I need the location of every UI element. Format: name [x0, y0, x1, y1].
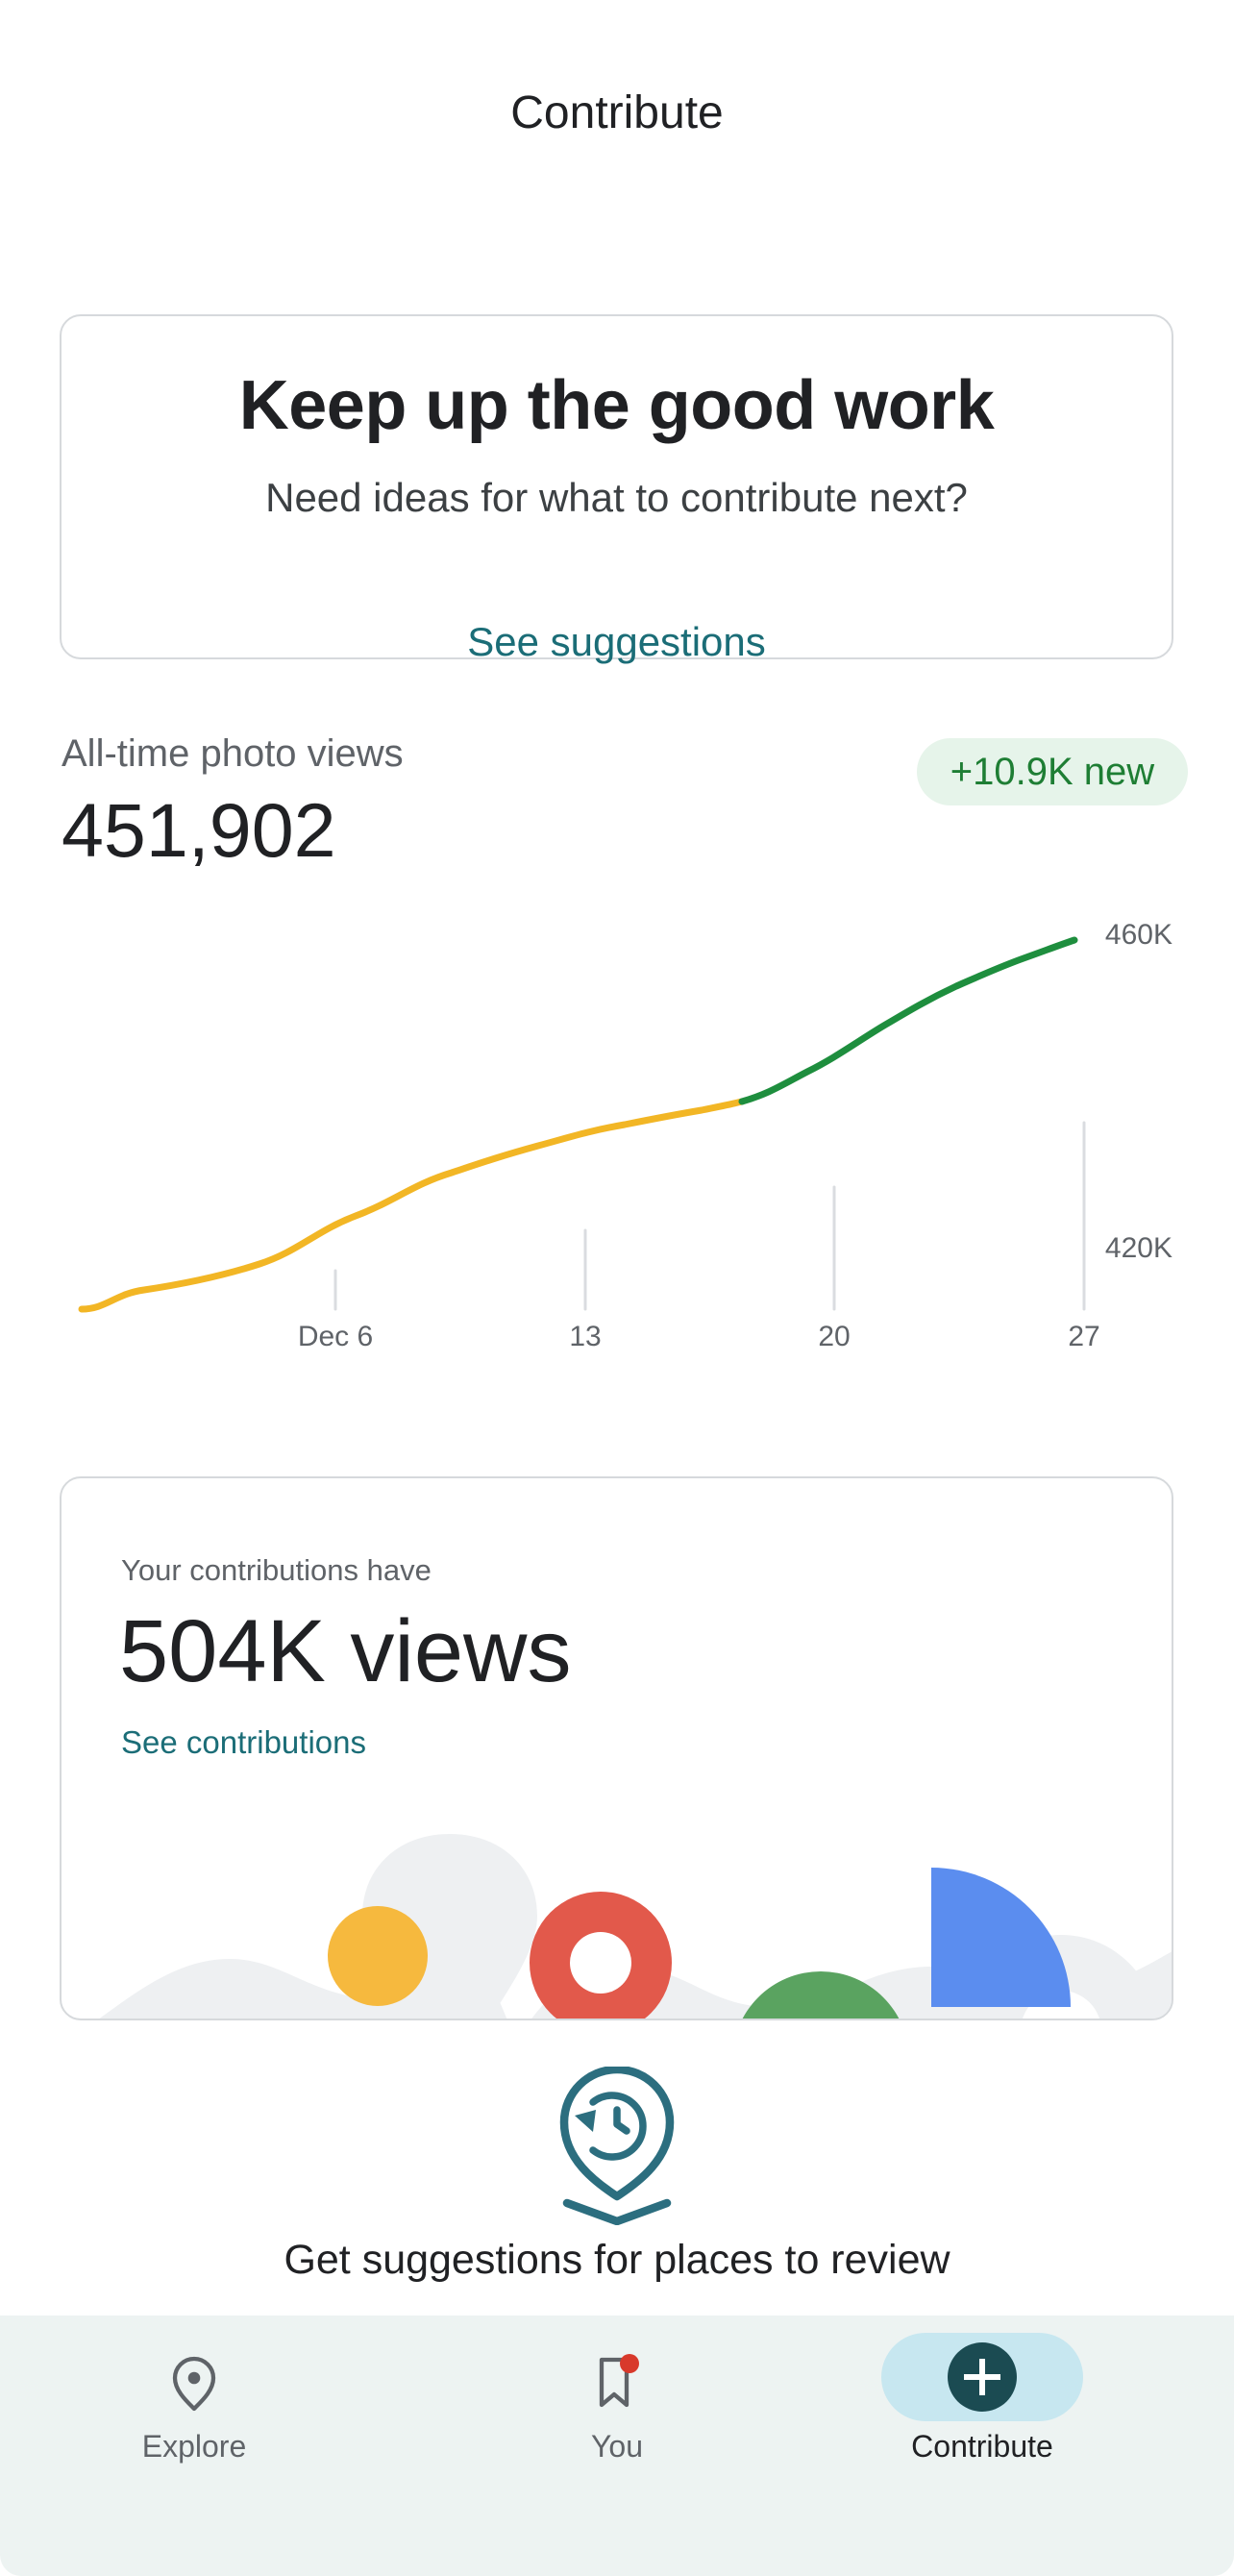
- svg-text:27: 27: [1068, 1321, 1099, 1352]
- svg-text:Dec 6: Dec 6: [298, 1321, 373, 1352]
- svg-text:420K: 420K: [1105, 1232, 1172, 1264]
- svg-text:13: 13: [569, 1321, 601, 1352]
- svg-text:460K: 460K: [1105, 919, 1172, 951]
- svg-text:20: 20: [818, 1321, 850, 1352]
